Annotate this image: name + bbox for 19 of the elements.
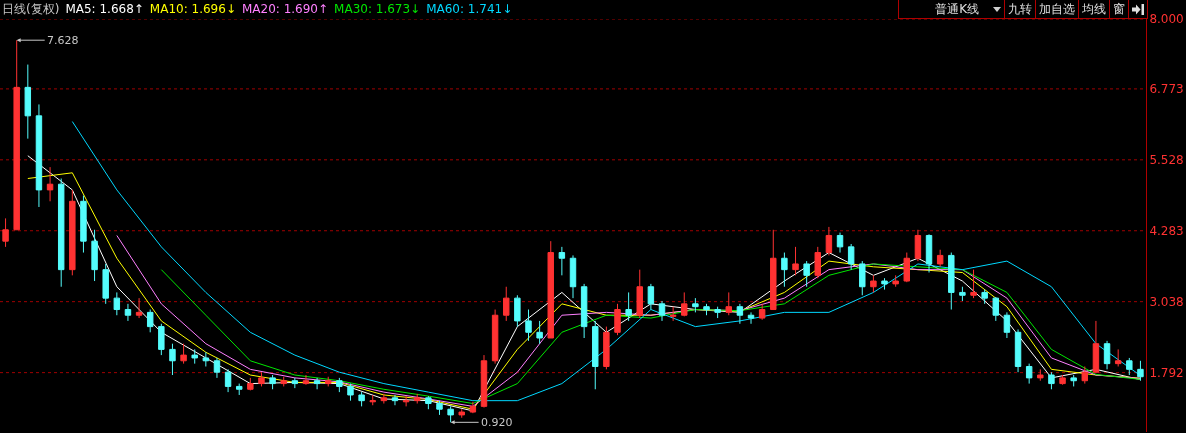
annotation: 0.920	[481, 416, 513, 429]
text: MA5: 1.668↑	[65, 1, 144, 18]
text: MA60: 1.741↓	[426, 1, 513, 18]
y-tick-label: 3.038	[1149, 294, 1184, 309]
text: 均线	[1078, 0, 1109, 18]
y-tick-label: 1.792	[1149, 365, 1184, 380]
y-tick-label: 5.528	[1149, 153, 1184, 168]
y-tick-label: 4.283	[1149, 223, 1184, 238]
text: 加自选	[1035, 0, 1078, 18]
text: MA10: 1.696↓	[149, 1, 236, 18]
text: 九转	[1004, 0, 1035, 18]
chart-title: 日线(复权)	[2, 1, 60, 18]
text: 窗	[1109, 0, 1128, 18]
y-tick-label: 8.000	[1149, 12, 1184, 27]
y-tick-label: 6.773	[1149, 82, 1184, 97]
text: 普通K线	[934, 1, 980, 18]
text: MA20: 1.690↑	[241, 1, 329, 18]
text: MA30: 1.673↓	[334, 1, 421, 18]
annotation: 7.628	[47, 34, 79, 47]
